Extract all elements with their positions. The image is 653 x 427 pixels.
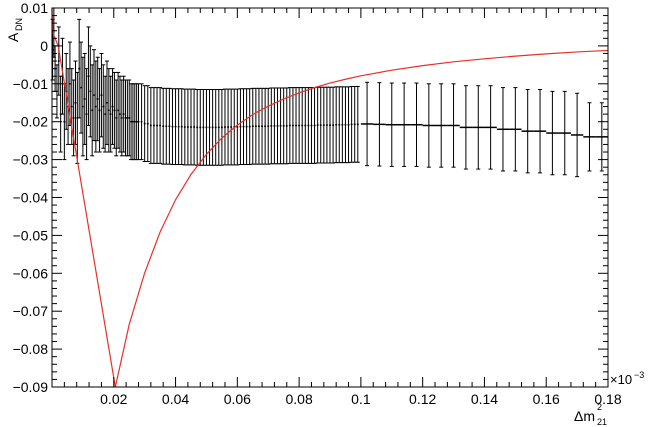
y-tick-label: 0 xyxy=(40,38,48,54)
x-axis-title-sub: 21 xyxy=(597,417,607,427)
x-tick-label: 0.02 xyxy=(100,391,127,407)
data-point xyxy=(101,64,106,149)
y-axis-title-sub: DN xyxy=(14,18,24,31)
data-point xyxy=(158,87,163,164)
data-point xyxy=(92,49,97,142)
x-multiplier-exponent: −3 xyxy=(634,370,644,380)
data-point xyxy=(360,81,374,167)
data-point xyxy=(546,90,559,176)
x-axis-multiplier: ×10 −3 xyxy=(610,370,644,387)
data-point xyxy=(422,83,436,168)
data-point xyxy=(114,79,119,157)
data-point xyxy=(112,71,117,149)
data-point xyxy=(297,87,302,164)
data-point xyxy=(472,85,485,170)
x-tick-label: 0.06 xyxy=(224,391,251,407)
data-point xyxy=(145,85,150,162)
data-point xyxy=(496,87,510,172)
data-point xyxy=(88,45,93,138)
series-layer xyxy=(50,7,609,388)
data-point xyxy=(410,82,423,167)
data-point xyxy=(136,83,141,161)
data-point xyxy=(93,60,98,153)
x-tick-label: 0.18 xyxy=(594,391,621,407)
data-point xyxy=(447,83,460,168)
data-point xyxy=(108,75,113,153)
y-tick-label: −0.06 xyxy=(13,265,49,281)
data-point xyxy=(127,79,132,157)
x-axis-title-main: Δm xyxy=(574,408,595,424)
data-point xyxy=(328,86,332,164)
data-point xyxy=(435,83,448,168)
data-point xyxy=(84,68,89,161)
data-point xyxy=(570,92,584,178)
y-tick-label: −0.03 xyxy=(13,152,49,168)
data-point xyxy=(116,71,121,149)
data-point xyxy=(484,85,497,170)
data-point xyxy=(151,87,156,164)
data-point xyxy=(385,82,398,167)
y-tick-label: −0.04 xyxy=(13,190,49,206)
data-point xyxy=(521,88,534,174)
x-axis-title-sup: 2 xyxy=(597,402,602,412)
y-tick-label: −0.08 xyxy=(13,341,49,357)
data-point xyxy=(71,79,76,157)
data-point xyxy=(275,87,280,165)
data-point xyxy=(355,85,360,163)
y-tick-label: −0.01 xyxy=(13,76,49,92)
y-tick-label: −0.07 xyxy=(13,303,49,319)
data-point xyxy=(509,87,522,172)
data-point xyxy=(69,68,74,145)
y-axis-title-main: A xyxy=(5,32,21,42)
model-curve xyxy=(51,7,609,388)
data-point xyxy=(104,60,109,145)
y-tick-label: −0.09 xyxy=(13,379,49,395)
data-point xyxy=(80,56,85,157)
data-point xyxy=(97,68,102,153)
data-point xyxy=(117,75,122,153)
data-point xyxy=(459,85,473,170)
data-point xyxy=(533,88,547,174)
series-2 xyxy=(51,7,609,388)
data-point xyxy=(121,75,126,153)
x-tick-label: 0.14 xyxy=(471,391,498,407)
series-0 xyxy=(50,7,360,166)
x-tick-label: 0.08 xyxy=(285,391,312,407)
data-point xyxy=(373,82,386,167)
y-tick-label: −0.05 xyxy=(13,227,49,243)
data-point xyxy=(583,102,596,172)
data-point xyxy=(77,18,82,119)
ticks-layer: 0.01 0 −0.01 −0.02 −0.03 −0.04 −0.05 −0.06 −0.07… xyxy=(13,0,622,407)
series-1 xyxy=(360,81,608,178)
data-point xyxy=(334,86,339,164)
x-axis-title: Δm 2 21 xyxy=(574,402,607,427)
data-point xyxy=(110,68,115,145)
x-tick-label: 0.1 xyxy=(351,391,371,407)
x-multiplier-base: ×10 xyxy=(610,372,632,387)
x-tick-label: 0.16 xyxy=(533,391,560,407)
data-point xyxy=(95,56,100,142)
x-tick-label: 0.04 xyxy=(162,391,189,407)
data-point xyxy=(119,79,124,157)
y-axis-title: A DN xyxy=(5,18,24,42)
data-point xyxy=(247,88,252,166)
data-point xyxy=(86,26,91,126)
y-tick-label: 0.01 xyxy=(21,0,48,16)
data-point xyxy=(99,52,104,138)
data-point xyxy=(558,90,571,176)
data-point xyxy=(103,75,108,153)
data-point xyxy=(397,82,411,167)
y-tick-label: −0.02 xyxy=(13,114,49,130)
x-tick-label: 0.12 xyxy=(409,391,436,407)
data-point xyxy=(139,83,144,161)
